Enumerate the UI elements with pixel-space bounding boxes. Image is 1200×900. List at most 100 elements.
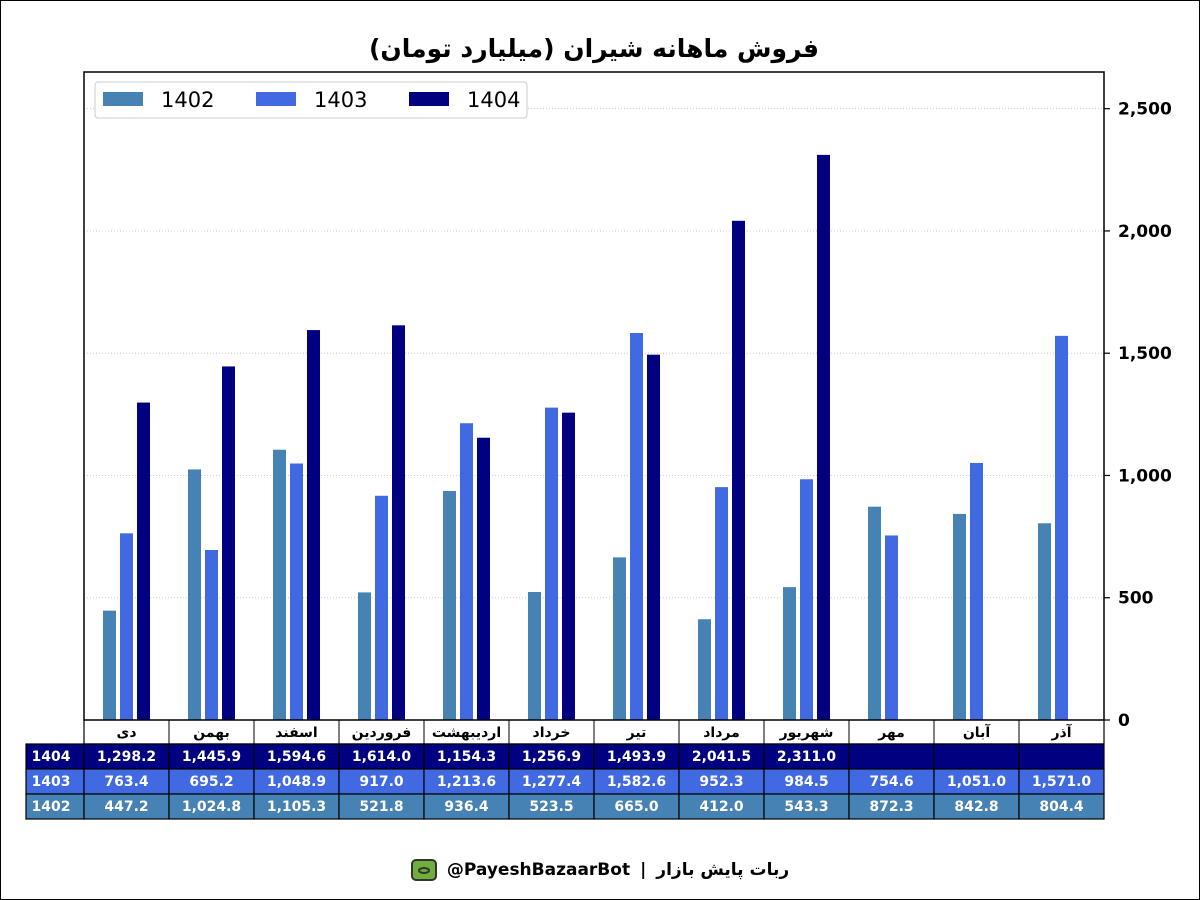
bar-1403-10: [885, 535, 898, 720]
y-tick-label: 1,000: [1118, 466, 1172, 486]
category-label: اردیبهشت: [432, 725, 501, 741]
bar-1402-2: [188, 469, 201, 720]
table-cell: [168, 768, 255, 795]
bar-1403-5: [460, 423, 473, 720]
table-cell: [848, 743, 935, 770]
table-cell-value: 842.8: [954, 799, 998, 815]
table-cell: [83, 768, 170, 795]
category-label: آبان: [963, 723, 991, 741]
table-cell-value: 1,051.0: [947, 774, 1007, 790]
legend-box: [94, 81, 528, 119]
table-cell-value: 1,256.9: [522, 749, 581, 765]
bar-1402-4: [358, 592, 371, 720]
bar-1402-3: [273, 449, 286, 720]
legend-label-1404: 1404: [467, 88, 520, 112]
bar-1403-9: [800, 479, 813, 720]
table-cell: [338, 743, 425, 770]
table-cell-value: 1,048.9: [267, 774, 326, 790]
table-cell: [1018, 743, 1105, 770]
table-cell-value: 1,582.6: [607, 774, 666, 790]
legend-swatch-1402: [103, 92, 143, 106]
bar-1402-7: [613, 557, 626, 720]
bar-1404-5: [477, 437, 490, 720]
category-label: آذر: [1050, 723, 1072, 741]
bar-1404-2: [222, 366, 235, 720]
bar-1404-7: [647, 354, 660, 720]
category-label: اسفند: [275, 725, 317, 741]
bar-1404-9: [817, 154, 830, 721]
bar-1403-4: [375, 495, 388, 720]
bar-1403-3: [290, 463, 303, 720]
category-label: مهر: [877, 725, 905, 741]
table-cell-value: 1,154.3: [437, 749, 496, 765]
table-cell-value: 1,594.6: [267, 749, 326, 765]
table-cell-value: 1,105.3: [267, 799, 326, 815]
table-cell-value: 952.3: [699, 774, 743, 790]
footer-handle: @PayeshBazaarBot: [446, 860, 631, 880]
category-label: مرداد: [703, 725, 740, 741]
y-tick-label: 500: [1118, 589, 1154, 609]
bar-1403-11: [970, 463, 983, 720]
table-cell: [508, 743, 595, 770]
bar-1402-12: [1038, 523, 1051, 720]
table-cell: [763, 743, 850, 770]
table-cell-value: 872.3: [869, 799, 913, 815]
table-cell-value: 917.0: [359, 774, 404, 790]
bar-1403-12: [1055, 335, 1068, 720]
table-cell: [678, 793, 765, 820]
table-cell: [83, 793, 170, 820]
table-cell-value: 1,298.2: [97, 749, 156, 765]
table-cell: [593, 768, 680, 795]
footer: @PayeshBazaarBot | ربات پایش بازار: [0, 852, 1200, 888]
bar-1404-1: [137, 402, 150, 720]
footer-separator: |: [640, 860, 647, 880]
table-row-header-1403: [25, 768, 85, 795]
bar-1402-5: [443, 491, 456, 720]
table-cell-value: 1,571.0: [1032, 774, 1092, 790]
bar-1403-8: [715, 487, 728, 720]
table-cell: [763, 768, 850, 795]
bar-1403-7: [630, 333, 643, 720]
category-label: فروردین: [352, 725, 412, 741]
bar-1404-8: [732, 220, 745, 720]
category-label: بهمن: [193, 725, 229, 741]
bar-1402-9: [783, 587, 796, 720]
category-label: تیر: [626, 725, 647, 741]
table-cell-value: 754.6: [869, 774, 913, 790]
footer-bot-name: ربات پایش بازار: [656, 860, 790, 880]
table-row-label-1402: 1402: [32, 799, 71, 815]
chart-title: فروش ماهانه شیران (میلیارد تومان): [369, 34, 819, 64]
table-row-label-1403: 1403: [32, 774, 71, 790]
table-cell: [678, 743, 765, 770]
legend-label-1403: 1403: [314, 88, 367, 112]
bar-1403-2: [205, 550, 218, 720]
category-label: شهریور: [779, 725, 834, 741]
table-cell-value: 521.8: [359, 799, 403, 815]
bar-1402-1: [103, 610, 116, 720]
table-cell: [933, 743, 1020, 770]
table-cell-value: 1,614.0: [352, 749, 412, 765]
bar-1404-6: [562, 412, 575, 720]
table-cell: [168, 743, 255, 770]
y-tick-label: 0: [1118, 711, 1130, 731]
table-cell-value: 763.4: [104, 774, 149, 790]
table-cell: [1018, 793, 1105, 820]
table-cell-value: 2,041.5: [692, 749, 751, 765]
y-tick-label: 2,500: [1118, 100, 1172, 120]
bar-1402-8: [698, 619, 711, 720]
table-cell-value: 1,213.6: [437, 774, 496, 790]
tv-bot-icon: [410, 859, 437, 881]
table-cell: [253, 743, 340, 770]
table-cell-value: 2,311.0: [777, 749, 837, 765]
table-cell-value: 543.3: [784, 799, 828, 815]
table-cell-value: 447.2: [104, 799, 148, 815]
table-cell-value: 412.0: [699, 799, 744, 815]
y-tick-label: 1,500: [1118, 344, 1172, 364]
legend-swatch-1403: [256, 92, 296, 106]
y-tick-label: 2,000: [1118, 222, 1172, 242]
table-cell: [423, 768, 510, 795]
table-cell-value: 936.4: [444, 799, 489, 815]
bar-1403-6: [545, 407, 558, 720]
table-cell-value: 984.5: [784, 774, 828, 790]
bar-1403-1: [120, 533, 133, 720]
